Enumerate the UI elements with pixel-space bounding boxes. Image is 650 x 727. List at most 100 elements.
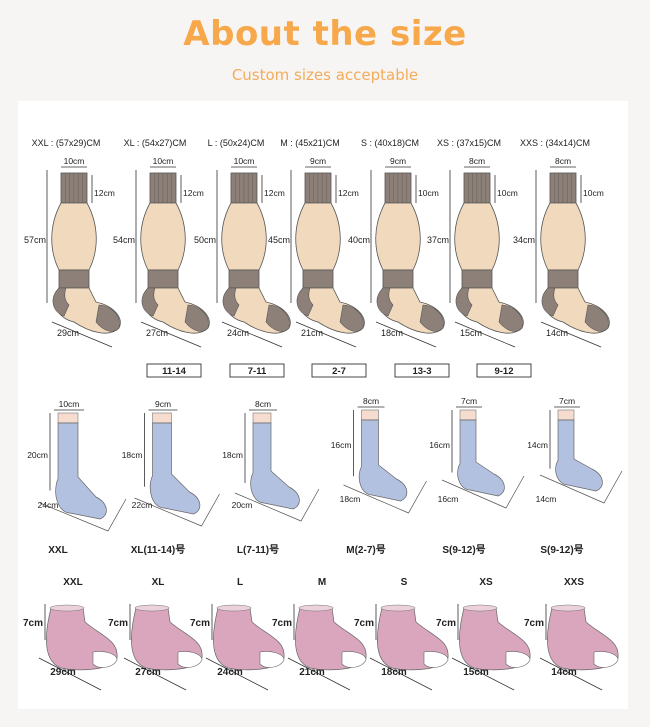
long-sock-top-width: 9cm <box>390 156 406 166</box>
ankle-sock-toe <box>423 651 449 668</box>
mid-sock-top-width: 7cm <box>559 396 575 406</box>
long-sock-0 <box>51 172 121 334</box>
foot-length-line <box>140 321 202 348</box>
long-sock-5 <box>454 172 524 334</box>
mid-sock-height: 16cm <box>429 440 450 450</box>
long-sock-top-width: 10cm <box>153 156 174 166</box>
sock-cuff <box>152 412 172 424</box>
ankle-sock-opening <box>49 604 85 612</box>
sock-leg <box>295 202 341 271</box>
foot-length-line <box>375 321 437 348</box>
mid-sock-top-width: 8cm <box>255 399 271 409</box>
ankle-sock-3 <box>295 604 367 671</box>
mid-sock-0 <box>39 412 127 532</box>
page-subtitle: Custom sizes acceptable <box>231 66 419 84</box>
ankle-sock-size-label: XXS <box>564 577 584 588</box>
ankle-sock-opening <box>134 604 170 612</box>
ankle-sock-0 <box>46 604 118 671</box>
long-sock-4 <box>375 172 445 334</box>
sock-toe <box>498 304 523 332</box>
long-sock-size-label: XL : (54x27)CM <box>124 138 187 148</box>
foot-length-line <box>51 321 113 348</box>
sock-toe <box>265 304 290 332</box>
long-sock-foot-length: 24cm <box>227 328 249 338</box>
mid-sock-size-label: M(2-7)号 <box>346 544 385 556</box>
long-sock-size-label: S : (40x18)CM <box>361 138 419 148</box>
age-range-box <box>476 363 532 378</box>
sock-leg <box>454 202 500 271</box>
foot-outline <box>343 480 427 514</box>
long-sock-band-height: 12cm <box>94 188 115 198</box>
sock-heel <box>52 287 70 317</box>
ankle-sock-toe <box>341 651 367 668</box>
ankle-foot-length-line <box>287 657 351 691</box>
mid-sock-top-width: 10cm <box>59 399 80 409</box>
ankle-sock-height: 7cm <box>190 618 210 629</box>
mid-sock-foot-length: 16cm <box>438 494 459 504</box>
sock-toe <box>339 304 364 332</box>
long-sock-band-height: 12cm <box>183 188 204 198</box>
long-sock-size-label: XXS : (34x14)CM <box>520 138 590 148</box>
ankle-sock-size-label: XXL <box>63 577 82 588</box>
ankle-foot-length-line <box>123 657 187 691</box>
ankle-sock-1 <box>131 604 203 671</box>
sock-toe <box>95 304 120 332</box>
ankle-foot-length-line <box>451 657 515 691</box>
ankle-sock-6 <box>547 604 619 671</box>
sock-heel <box>222 287 240 317</box>
age-range-label: 2-7 <box>332 366 346 377</box>
ankle-foot-length-line <box>369 657 433 691</box>
ankle-sock-toe <box>259 651 285 668</box>
ankle-sock-size-label: XL <box>152 577 165 588</box>
ankle-sock-size-label: M <box>318 577 326 588</box>
foot-length-line <box>454 321 516 348</box>
ankle-sock-size-label: XS <box>479 577 493 588</box>
mid-sock-foot-length: 18cm <box>340 494 361 504</box>
age-range-box <box>394 363 450 378</box>
ankle-sock-opening <box>380 604 416 612</box>
long-sock-band-height: 10cm <box>497 188 518 198</box>
age-range-label: 11-14 <box>162 366 186 377</box>
ankle-sock-foot-length: 29cm <box>50 667 76 678</box>
long-sock-foot-length: 27cm <box>146 328 168 338</box>
ankle-sock-foot-length: 14cm <box>551 667 577 678</box>
ankle-foot-length-line <box>539 657 603 691</box>
long-sock-size-label: XXL : (57x29)CM <box>32 138 101 148</box>
long-sock-band-height: 12cm <box>264 188 285 198</box>
sock-leg <box>221 202 267 271</box>
long-sock-height: 50cm <box>194 235 216 245</box>
sock-body <box>358 419 408 502</box>
ankle-sock-height: 7cm <box>23 618 43 629</box>
sock-heel <box>376 287 394 317</box>
foot-outline <box>234 488 320 522</box>
sock-toe <box>584 304 609 332</box>
long-sock-height: 54cm <box>113 235 135 245</box>
long-sock-foot-length: 21cm <box>301 328 323 338</box>
long-sock-foot-length: 15cm <box>460 328 482 338</box>
long-sock-top-width: 8cm <box>555 156 571 166</box>
ankle-sock-height: 7cm <box>436 618 456 629</box>
age-range-box <box>311 363 367 378</box>
sock-cuff <box>557 409 575 421</box>
long-sock-6 <box>540 172 610 334</box>
long-sock-2 <box>221 172 291 334</box>
sock-ankle-band <box>461 269 493 289</box>
foot-length-line <box>540 321 602 348</box>
sock-leg <box>51 202 97 271</box>
sock-ankle-band <box>58 269 90 289</box>
long-sock-size-label: L : (50x24)CM <box>208 138 265 148</box>
mid-sock-top-width: 7cm <box>461 396 477 406</box>
sock-ankle-band <box>302 269 334 289</box>
age-range-box <box>229 363 285 378</box>
ankle-sock-5 <box>459 604 531 671</box>
mid-sock-height: 16cm <box>331 440 352 450</box>
sock-body <box>250 422 300 510</box>
ankle-sock-opening <box>462 604 498 612</box>
long-sock-size-label: M : (45x21)CM <box>280 138 340 148</box>
mid-sock-size-label: XXL <box>48 545 67 556</box>
foot-outline <box>539 470 623 504</box>
long-sock-top-width: 10cm <box>234 156 255 166</box>
long-sock-1 <box>140 172 210 334</box>
long-sock-top-width: 10cm <box>64 156 85 166</box>
